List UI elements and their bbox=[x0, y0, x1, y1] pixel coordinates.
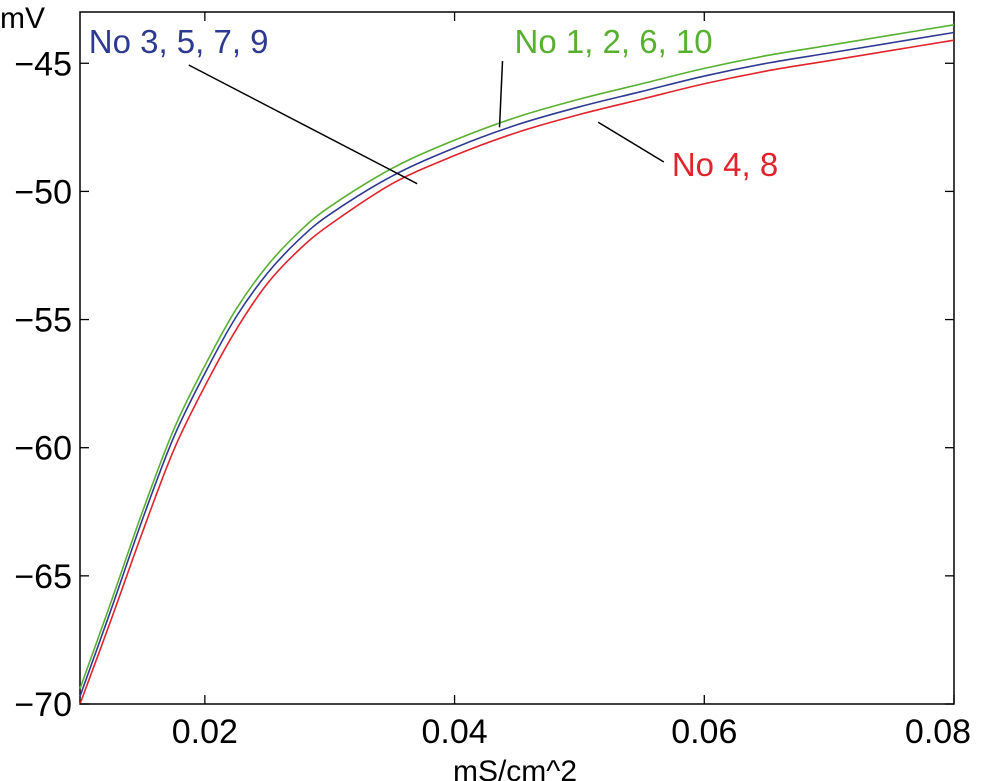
tick-layer: 0.02 0.04 0.06 0.08 −45 −50 −55 −60 −65 −70 bbox=[14, 12, 971, 751]
y-tick-label: −65 bbox=[14, 558, 72, 596]
annotation-label: No 1, 2, 6, 10 bbox=[515, 23, 713, 60]
y-tick-label: −45 bbox=[14, 45, 72, 83]
annotation-label: No 4, 8 bbox=[672, 146, 778, 183]
annotation-leader-line bbox=[188, 64, 418, 185]
annotation-layer: No 3, 5, 7, 9 No 1, 2, 6, 10 No 4, 8 bbox=[89, 23, 778, 185]
annotation-leader-line bbox=[597, 121, 665, 163]
y-tick-label: −55 bbox=[14, 302, 72, 340]
y-tick-label: −60 bbox=[14, 430, 72, 468]
y-tick-label: −70 bbox=[14, 686, 72, 724]
y-tick-label: −50 bbox=[14, 173, 72, 211]
x-tick-label: 0.04 bbox=[421, 713, 487, 751]
annotation-leader-line bbox=[498, 60, 504, 128]
x-tick-label: 0.08 bbox=[905, 713, 971, 751]
x-axis-unit-label: mS/cm^2 bbox=[453, 755, 577, 781]
x-tick-label: 0.02 bbox=[172, 713, 238, 751]
annotation-label: No 3, 5, 7, 9 bbox=[89, 23, 269, 60]
series-line-3 bbox=[79, 39, 955, 705]
plot-area bbox=[79, 11, 955, 705]
series-line-1 bbox=[79, 24, 955, 689]
series-line-2 bbox=[79, 31, 955, 697]
series-layer bbox=[79, 24, 955, 705]
x-tick-label: 0.06 bbox=[671, 713, 737, 751]
y-axis-unit-label: mV bbox=[0, 2, 45, 35]
